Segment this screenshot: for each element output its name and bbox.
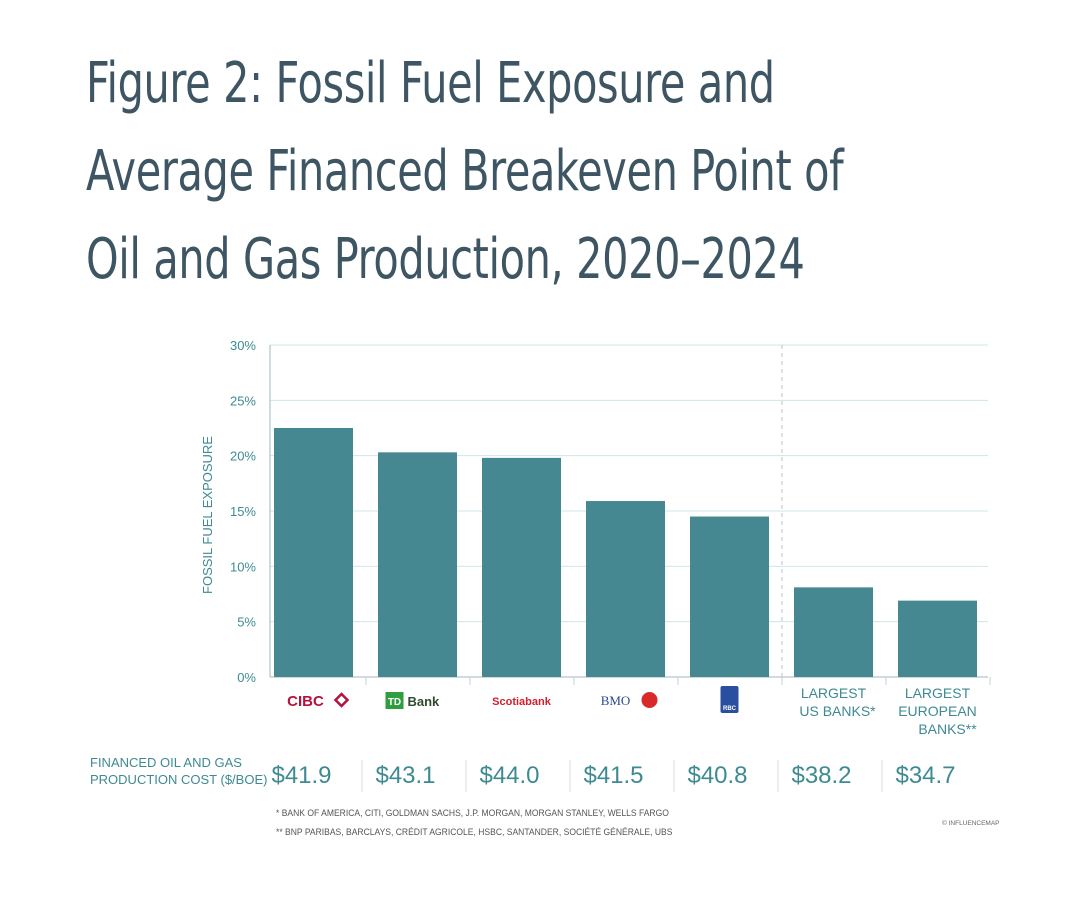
cost-row-label: FINANCED OIL AND GAS PRODUCTION COST ($/… xyxy=(90,754,267,788)
y-tick-label: 20% xyxy=(230,449,256,464)
copyright-notice: © INFLUENCEMAP xyxy=(942,820,1000,827)
chart-title: Figure 2: Fossil Fuel Exposure and Avera… xyxy=(86,40,844,304)
td-logo-icon xyxy=(385,692,404,709)
rbc-logo-icon xyxy=(720,686,739,713)
category-label-td: TD xyxy=(388,697,401,708)
bar-5 xyxy=(690,516,769,677)
title-line: Oil and Gas Production, 2020–2024 xyxy=(86,227,805,292)
footnote-european-banks: ** BNP PARIBAS, BARCLAYS, CRÉDIT AGRICOL… xyxy=(276,827,673,838)
bmo-logo-icon xyxy=(641,692,658,708)
footnote-us-banks: * BANK OF AMERICA, CITI, GOLDMAN SACHS, … xyxy=(276,808,669,819)
category-label-cibc: CIBC xyxy=(287,693,324,710)
bar-2 xyxy=(378,452,457,677)
bar-3 xyxy=(482,457,561,677)
bar-1 xyxy=(274,428,353,677)
y-tick-label: 10% xyxy=(230,559,256,574)
y-tick-label: 0% xyxy=(237,670,256,685)
cost-value: $41.5 xyxy=(583,762,643,789)
cost-value: $44.0 xyxy=(479,762,539,789)
category-label-line: BANKS** xyxy=(918,721,977,737)
category-label-bank: Bank xyxy=(408,694,441,709)
bar-4 xyxy=(586,501,665,677)
category-label-line: LARGEST xyxy=(905,685,971,701)
y-axis-label: FOSSIL FUEL EXPOSURE xyxy=(200,436,215,594)
cost-value: $43.1 xyxy=(375,762,435,789)
title-line: Figure 2: Fossil Fuel Exposure and xyxy=(86,51,775,116)
cost-value: $41.9 xyxy=(271,762,331,789)
category-label-scotiabank: Scotiabank xyxy=(492,696,552,708)
bar-7 xyxy=(898,600,977,677)
cibc-logo-icon xyxy=(333,692,350,708)
category-label-line: LARGEST xyxy=(801,685,867,701)
cost-label-line: PRODUCTION COST ($/BOE) xyxy=(90,772,268,787)
category-label-line: US BANKS* xyxy=(799,703,876,719)
y-tick-label: 25% xyxy=(230,393,256,408)
cost-value: $34.7 xyxy=(895,762,955,789)
category-label-bmo: BMO xyxy=(601,693,631,708)
cost-label-line: FINANCED OIL AND GAS xyxy=(90,755,242,770)
y-tick-label: 5% xyxy=(237,615,256,630)
category-label-line: EUROPEAN xyxy=(898,703,977,719)
y-tick-label: 15% xyxy=(230,504,256,519)
y-tick-label: 30% xyxy=(230,338,256,353)
cost-value: $38.2 xyxy=(791,762,851,789)
category-label-rbc: RBC xyxy=(723,706,737,712)
cost-value: $40.8 xyxy=(687,762,747,789)
title-line: Average Financed Breakeven Point of xyxy=(86,139,844,204)
bar-6 xyxy=(794,587,873,677)
